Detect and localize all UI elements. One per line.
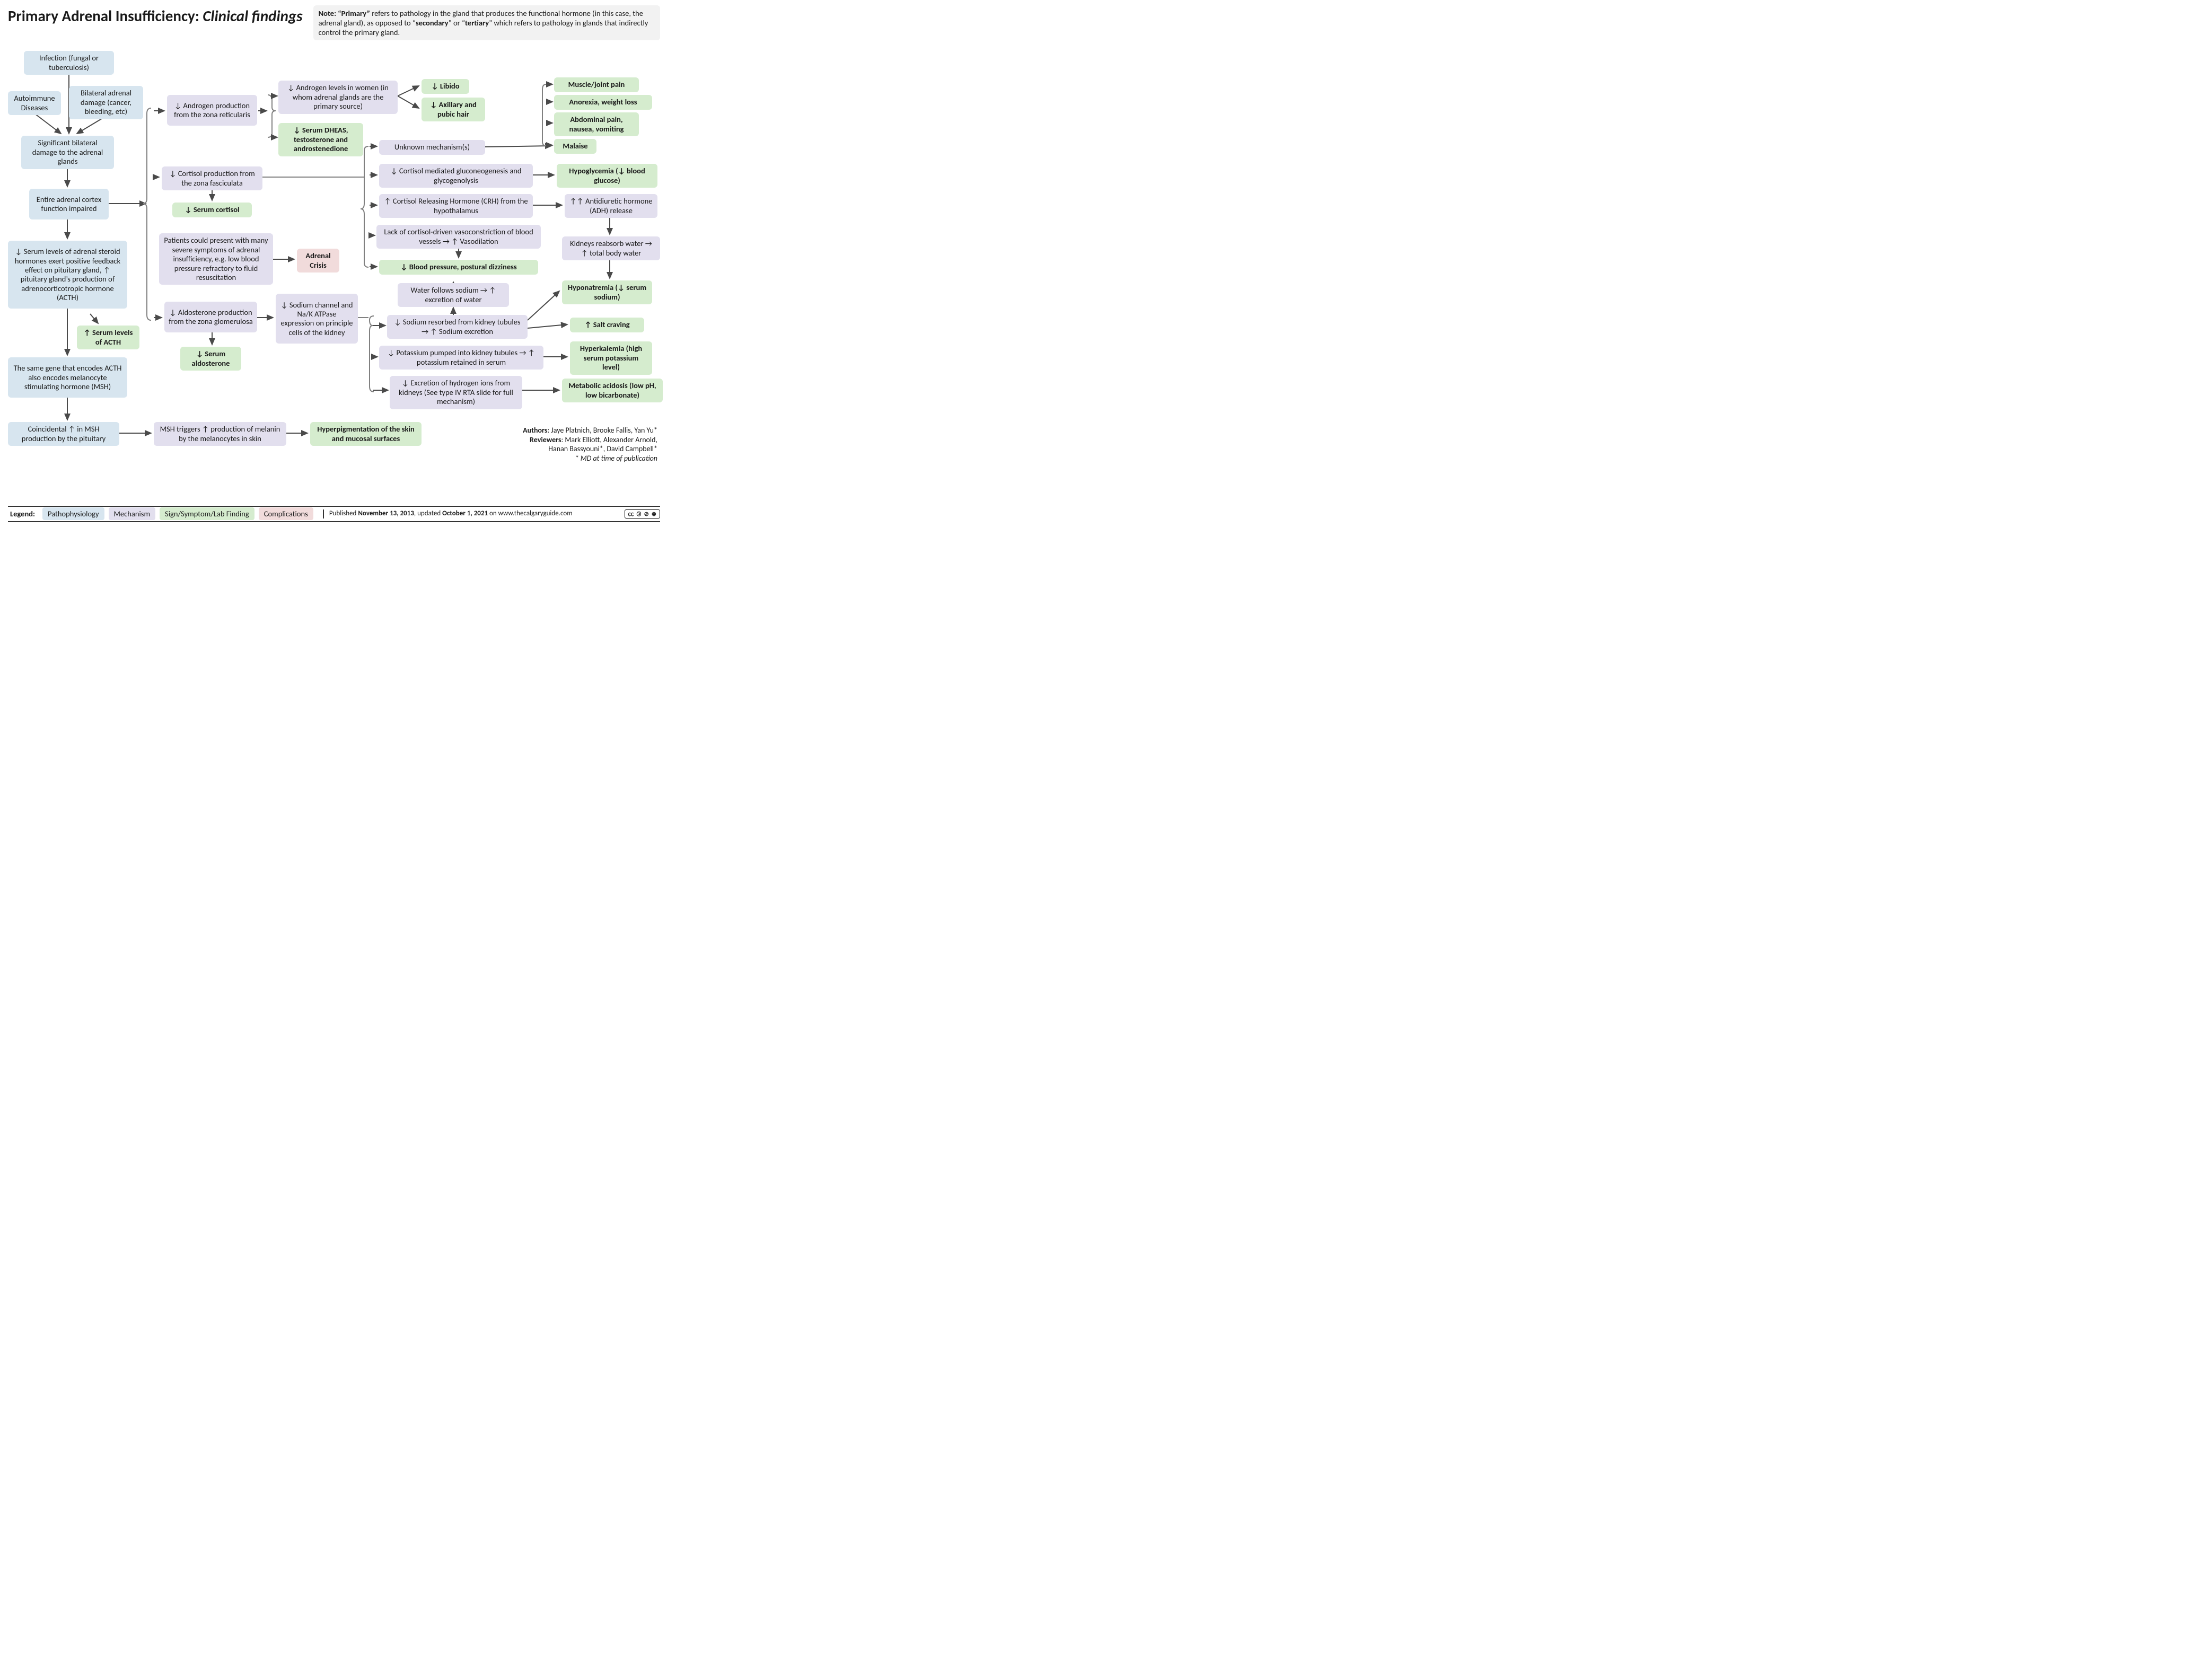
legend-comp: Complications xyxy=(259,507,313,520)
node-serum-aldo: ↓ Serum aldosterone xyxy=(180,347,241,371)
note-box: Note: “Primary” refers to pathology in t… xyxy=(313,5,660,40)
node-serum-acth: ↑ Serum levels of ACTH xyxy=(77,326,139,349)
node-acidosis: Metabolic acidosis (low pH, low bicarbon… xyxy=(562,379,663,402)
node-kidneys-reabsorb: Kidneys reabsorb water → ↑ total body wa… xyxy=(562,236,660,260)
node-serum-cortisol: ↓ Serum cortisol xyxy=(172,203,252,217)
flowchart: Authors: Jaye Platnich, Brooke Fallis, Y… xyxy=(8,45,660,506)
legend-patho: Pathophysiology xyxy=(42,507,104,520)
node-serum-feedback: ↓ Serum levels of adrenal steroid hormon… xyxy=(8,241,127,309)
node-bp-dizzy: ↓ Blood pressure, postural dizziness xyxy=(379,260,538,274)
node-adrenal-crisis: Adrenal Crisis xyxy=(297,249,339,273)
node-abdominal: Abdominal pain, nausea, vomiting xyxy=(554,112,639,136)
credits: Authors: Jaye Platnich, Brooke Fallis, Y… xyxy=(523,426,657,463)
node-salt: ↑ Salt craving xyxy=(570,318,644,332)
title-main: Primary Adrenal Insufficiency: xyxy=(8,6,203,25)
node-crh: ↑ Cortisol Releasing Hormone (CRH) from … xyxy=(379,194,533,218)
node-crisis-desc: Patients could present with many severe … xyxy=(159,233,273,285)
node-hydrogen: ↓ Excretion of hydrogen ions from kidney… xyxy=(390,376,522,409)
node-hyperkalemia: Hyperkalemia (high serum potassium level… xyxy=(570,341,652,374)
node-autoimmune: Autoimmune Diseases xyxy=(8,91,61,115)
node-potassium: ↓ Potassium pumped into kidney tubules →… xyxy=(379,346,543,370)
node-hypoglycemia: Hypoglycemia (↓ blood glucose) xyxy=(557,164,657,188)
node-sodium-resorb: ↓ Sodium resorbed from kidney tubules → … xyxy=(387,315,528,339)
node-androgen-prod: ↓ Androgen production from the zona reti… xyxy=(167,95,257,126)
legend-label: Legend: xyxy=(8,509,37,518)
node-unknown: Unknown mechanism(s) xyxy=(379,140,485,154)
node-anorexia: Anorexia, weight loss xyxy=(554,95,652,109)
header: Primary Adrenal Insufficiency: Clinical … xyxy=(8,5,660,40)
node-aldo-prod: ↓ Aldosterone production from the zona g… xyxy=(164,302,257,332)
node-msh-melanin: MSH triggers ↑ production of melanin by … xyxy=(154,422,286,446)
node-axillary: ↓ Axillary and pubic hair xyxy=(422,98,485,121)
legend-bar: Legend: Pathophysiology Mechanism Sign/Sym… xyxy=(8,506,660,522)
node-entire-cortex: Entire adrenal cortex function impaired xyxy=(29,189,109,219)
node-water-follows: Water follows sodium → ↑ excretion of wa… xyxy=(398,283,509,307)
node-sodium-channel: ↓ Sodium channel and Na/K ATPase express… xyxy=(276,294,358,344)
page-title: Primary Adrenal Insufficiency: Clinical … xyxy=(8,5,303,25)
legend-mech: Mechanism xyxy=(109,507,156,520)
node-bilateral-damage: Bilateral adrenal damage (cancer, bleedi… xyxy=(69,86,143,119)
node-malaise: Malaise xyxy=(554,139,596,153)
node-gluconeo: ↓ Cortisol mediated gluconeogenesis and … xyxy=(379,164,533,188)
publication-info: Published November 13, 2013, updated Oct… xyxy=(323,509,620,518)
node-hyperpig: Hyperpigmentation of the skin and mucosa… xyxy=(310,422,422,446)
node-cortisol-prod: ↓ Cortisol production from the zona fasc… xyxy=(162,166,262,190)
node-coincidental-msh: Coincidental ↑ in MSH production by the … xyxy=(8,422,119,446)
node-adh: ↑↑ Antidiuretic hormone (ADH) release xyxy=(565,194,657,218)
title-sub: Clinical findings xyxy=(203,6,302,25)
node-dheas: ↓ Serum DHEAS, testosterone and androste… xyxy=(278,123,363,156)
cc-license-icon: ㏄🄯⊘⊜ xyxy=(625,509,660,519)
node-vasodilation: Lack of cortisol-driven vasoconstriction… xyxy=(376,225,541,249)
node-same-gene: The same gene that encodes ACTH also enc… xyxy=(8,357,127,398)
node-libido: ↓ Libido xyxy=(422,79,469,93)
node-hyponatremia: Hyponatremia (↓ serum sodium) xyxy=(562,280,652,304)
node-androgen-women: ↓ Androgen levels in women (in whom adre… xyxy=(278,81,398,113)
node-sig-damage: Significant bilateral damage to the adre… xyxy=(21,136,114,169)
legend-sign: Sign/Symptom/Lab Finding xyxy=(160,507,254,520)
node-infection: Infection (fungal or tuberculosis) xyxy=(24,51,114,75)
node-muscle: Muscle/joint pain xyxy=(554,77,639,92)
